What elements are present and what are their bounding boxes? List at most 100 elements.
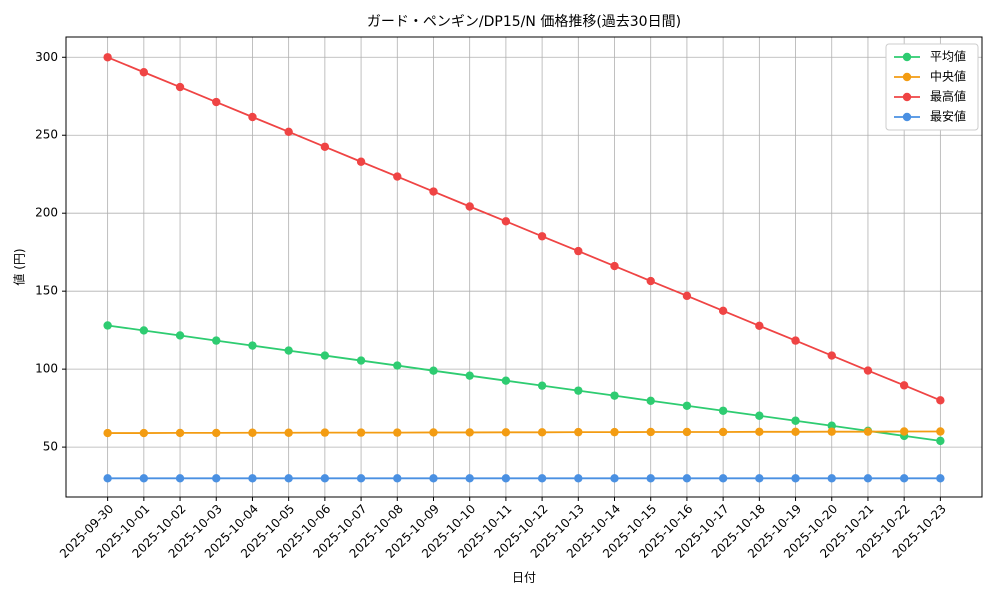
point [755,321,764,330]
y-tick-label: 300 [35,50,58,64]
point [791,416,800,425]
point [465,474,474,483]
legend-box [885,43,979,131]
point [574,427,583,437]
point [356,474,366,483]
point [465,202,474,211]
point [248,428,257,437]
point [320,474,330,483]
chart-title: ガード・ペンギン/DP15/N 価格推移(過去30日間) [367,14,681,30]
point [103,53,112,62]
point [718,306,728,316]
point [610,474,619,483]
point [429,187,438,196]
point [465,428,474,437]
point [393,474,402,483]
point [139,326,149,335]
point [899,427,909,436]
point [755,411,764,420]
legend-label: 平均値 [930,49,966,64]
point [320,428,330,437]
point [501,217,511,226]
point [501,474,511,483]
point [501,428,511,437]
point [791,474,800,483]
point [175,474,185,483]
point [284,346,293,355]
point [175,82,185,92]
point [574,246,583,256]
y-tick-label: 50 [43,440,58,454]
point [393,361,402,370]
point [899,474,909,483]
y-tick-label: 100 [35,362,58,376]
x-axis-label: 日付 [512,571,536,585]
plot-frame [65,36,983,498]
point [682,427,692,437]
legend-label: 最安値 [930,109,966,124]
point [212,474,221,483]
point [610,391,619,400]
point [212,336,221,345]
y-axis-label: 値 (円) [12,248,27,285]
point [284,127,293,137]
point [103,474,112,483]
point [936,436,945,446]
point [537,232,547,241]
y-tick-label: 200 [35,206,58,220]
point [429,428,438,437]
point [574,474,583,483]
point [936,427,945,436]
point [682,474,692,483]
point [429,366,438,375]
point [682,401,692,410]
point [863,474,873,483]
point [646,276,655,286]
point [139,68,149,77]
legend-marker [902,92,912,102]
point [610,427,619,437]
point [393,172,402,181]
point [356,356,366,365]
point [863,366,873,375]
point [755,474,764,483]
legend-label: 中央値 [930,69,966,84]
point [139,428,149,438]
point [356,157,366,166]
point [827,427,836,436]
point [936,474,945,483]
point [537,428,547,437]
point [827,421,836,430]
point [501,376,511,385]
point [827,474,836,483]
legend-marker [902,52,912,62]
point [936,396,945,405]
point [863,427,873,436]
point [646,474,655,483]
point [682,291,692,301]
point [248,341,257,350]
point [827,351,836,360]
point [755,427,764,437]
point [175,428,185,438]
point [212,428,221,438]
legend-marker [902,112,912,122]
point [537,381,547,390]
point [284,428,293,437]
point [248,474,257,483]
point [393,428,402,437]
series-line [107,56,941,402]
point [139,474,149,483]
point [284,474,293,483]
point [574,386,583,395]
point [646,396,655,405]
point [320,142,330,151]
series-line [107,324,941,442]
point [610,261,619,271]
point [718,406,728,415]
point [718,427,728,437]
point [212,97,221,107]
series-line [107,430,941,434]
point [356,428,366,437]
